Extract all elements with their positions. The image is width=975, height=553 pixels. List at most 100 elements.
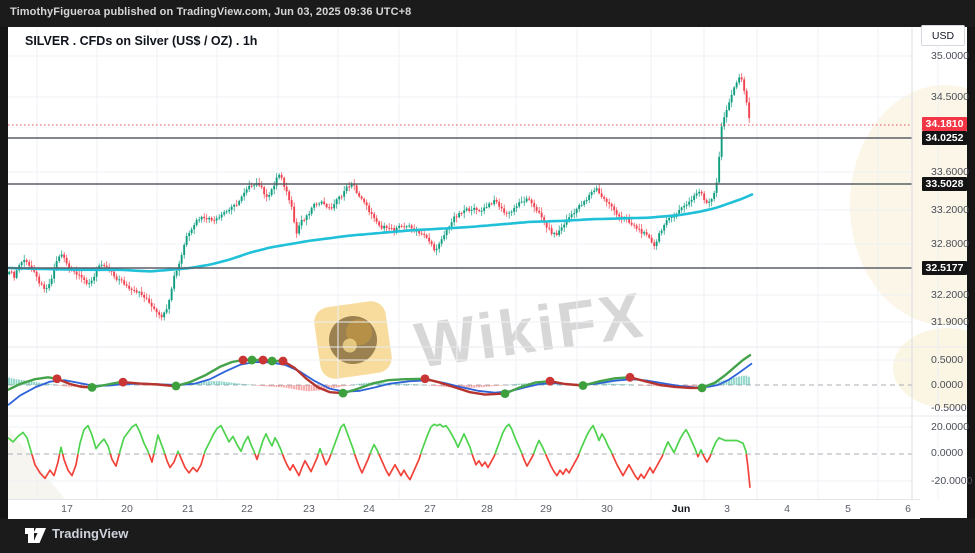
candle-body [465,208,468,211]
macd-histogram-bar [40,382,43,385]
candle-body [118,279,121,281]
candle-body [248,185,251,190]
macd-histogram-bar [365,382,368,385]
macd-histogram-bar [338,385,340,388]
macd-colored-line [423,377,507,396]
candle-body [425,234,428,238]
macd-histogram-bar [240,383,243,385]
candle-body [238,200,241,205]
macd-histogram-bar [628,384,630,386]
macd-histogram-bar [335,385,338,388]
macd-histogram-bar [255,385,258,386]
candle-body [75,271,78,275]
candle-body [95,270,98,277]
macd-histogram-bar [728,379,730,385]
candle-body [125,284,128,286]
macd-histogram-bar [445,385,448,388]
candle-body [555,232,558,236]
macd-histogram-bar [218,381,220,385]
oscillator-line [378,453,422,481]
candle-body [198,219,201,221]
macd-histogram-bar [483,385,485,388]
candle-body [345,186,348,192]
oscillator-line [321,453,332,466]
candle-body [183,244,186,256]
macd-histogram-bar [358,383,360,385]
candle-body [15,270,18,278]
candle-body [405,226,408,228]
candle-body [488,203,491,208]
candle-body [90,280,93,284]
macd-colored-line [174,358,245,388]
price-axis[interactable]: 35.0000 34.5000 33.6000 33.2000 32.8000 32.20… [920,27,972,518]
macd-histogram-bar [420,384,423,386]
candle-body [665,220,668,225]
macd-histogram-bar [343,385,345,387]
oscillator-line [77,424,112,455]
candle-body [33,269,36,272]
candle-body [150,302,153,307]
candle-body [373,213,376,219]
candle-body [10,271,13,273]
candle-body [368,205,371,213]
price-axis-label: 33.2000 [931,204,969,216]
time-axis-label: 27 [424,503,436,515]
chart-canvas[interactable]: WikiFX [8,27,967,518]
oscillator-line [176,450,180,455]
candle-body [8,271,11,275]
oscillator-line [471,453,496,469]
oscillator-line [611,453,664,481]
candle-body [85,279,88,284]
price-axis-label: 35.0000 [931,50,969,62]
price-axis-label: 32.2000 [931,289,969,301]
candle-body [363,198,366,203]
macd-histogram-bar [85,385,88,387]
macd-histogram-bar [235,383,238,385]
candle-body [498,201,501,207]
candle-body [293,206,296,223]
macd-histogram-bar [638,385,640,386]
candle-body [428,237,431,242]
candle-body [115,276,118,280]
oscillator-line [152,434,166,455]
candle-body [360,196,363,199]
macd-histogram-bar [413,384,415,385]
macd-histogram-bar [230,382,233,385]
macd-histogram-bar [263,385,265,387]
candle-body [745,90,748,103]
macd-histogram-bar [400,383,403,385]
candle-body [168,300,171,310]
candle-body [473,207,476,210]
moving-average-line [8,193,754,273]
candle-body [660,230,663,234]
macd-histogram-bar [223,381,225,385]
macd-histogram-bar [215,381,218,385]
tradingview-logo-icon[interactable] [24,527,48,544]
macd-colored-line [281,359,345,395]
candle-body [280,174,283,178]
candle-body [723,117,726,127]
candle-body [523,201,526,203]
candle-body [203,216,206,219]
candle-body [158,312,161,315]
time-axis[interactable]: 17 20 21 22 23 24 27 28 29 30 Jun 3 4 5 6 [8,499,920,519]
candle-body [525,198,528,202]
publish-info-text: TimothyFigueroa published on TradingView… [10,6,412,18]
candle-body [550,228,553,234]
candle-body [508,212,511,214]
macd-histogram-bar [280,385,283,388]
macd-histogram-bar [205,381,208,385]
macd-colored-line [503,380,552,395]
candle-body [298,225,301,234]
tradingview-brand-text[interactable]: TradingView [52,526,129,541]
candle-body [143,294,146,298]
candle-body [480,210,483,212]
candle-body [450,222,453,227]
candle-body [288,191,291,201]
candle-body [160,314,163,318]
macd-crossover-dot [545,376,555,386]
candle-body [603,196,606,199]
macd-histogram-bar [260,385,263,387]
macd-histogram-bar [60,385,63,386]
macd-histogram-bar [493,385,495,387]
